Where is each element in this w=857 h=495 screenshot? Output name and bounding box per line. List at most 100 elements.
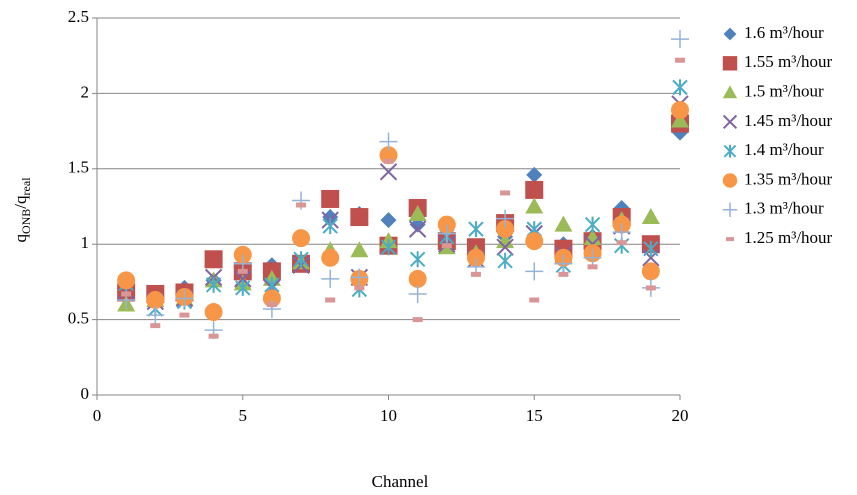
point	[525, 262, 544, 281]
point	[496, 209, 515, 228]
point	[554, 254, 573, 273]
legend-marker	[722, 202, 738, 217]
point	[175, 289, 194, 308]
legend-label: 1.3 m³/hour	[744, 199, 824, 218]
point	[645, 285, 656, 291]
point	[233, 245, 252, 264]
point	[525, 180, 544, 199]
y-axis-label: qONB/qreal	[11, 177, 33, 243]
x-tick-label: 0	[93, 406, 102, 425]
point	[296, 202, 307, 208]
point	[383, 158, 394, 164]
point	[321, 248, 340, 267]
point	[379, 132, 398, 151]
point	[671, 111, 689, 128]
point	[441, 243, 452, 249]
point	[496, 238, 514, 256]
legend-marker	[722, 56, 738, 71]
y-tick-label: 0	[81, 384, 90, 403]
legend-marker	[726, 237, 734, 242]
point	[675, 57, 685, 63]
point	[529, 297, 540, 303]
point	[554, 215, 573, 232]
point	[409, 251, 426, 268]
point	[179, 312, 190, 318]
point	[117, 271, 136, 290]
point	[408, 220, 427, 238]
point	[293, 251, 309, 268]
legend-marker	[722, 114, 738, 130]
legend-label: 1.45 m³/hour	[744, 111, 833, 130]
point	[208, 333, 219, 339]
y-tick-label: 1	[81, 233, 90, 252]
point	[150, 323, 161, 329]
legend-label: 1.35 m³/hour	[744, 169, 833, 188]
point	[466, 248, 485, 267]
point	[437, 215, 456, 234]
y-tick-label: 2.5	[68, 7, 89, 26]
point	[204, 303, 223, 322]
point	[671, 100, 689, 119]
legend-label: 1.4 m³/hour	[744, 140, 824, 159]
point	[350, 268, 369, 287]
point	[496, 232, 515, 249]
y-tick-label: 0.5	[68, 309, 89, 328]
point	[584, 216, 601, 233]
point	[408, 284, 427, 303]
point	[235, 279, 251, 296]
x-tick-label: 10	[380, 406, 397, 425]
point	[583, 248, 602, 267]
point	[497, 252, 513, 269]
point	[437, 224, 456, 243]
point	[642, 249, 660, 267]
legend-label: 1.55 m³/hour	[744, 52, 833, 71]
point	[204, 250, 223, 269]
point	[321, 189, 340, 208]
legend-label: 1.6 m³/hour	[744, 23, 824, 42]
x-tick-label: 20	[672, 406, 689, 425]
point	[380, 212, 397, 229]
point	[525, 232, 544, 251]
point	[643, 240, 659, 257]
point	[237, 268, 248, 274]
point	[616, 240, 627, 246]
point	[412, 317, 423, 323]
point	[558, 271, 569, 277]
point	[587, 264, 598, 270]
legend-marker	[723, 144, 737, 158]
point	[146, 290, 165, 309]
point	[379, 163, 398, 181]
x-tick-label: 15	[526, 406, 543, 425]
legend-label: 1.5 m³/hour	[744, 82, 824, 101]
point	[408, 269, 427, 288]
point	[526, 166, 543, 183]
point	[671, 30, 689, 49]
point	[672, 79, 688, 96]
legend-label: 1.25 m³/hour	[744, 228, 833, 247]
point	[322, 218, 338, 235]
point	[583, 229, 602, 246]
y-tick-label: 2	[81, 82, 90, 101]
point	[470, 271, 481, 277]
point	[292, 229, 311, 248]
point	[350, 208, 369, 227]
point	[146, 306, 165, 325]
point	[354, 285, 365, 291]
point	[321, 269, 340, 288]
point	[641, 262, 660, 281]
point	[350, 241, 369, 258]
x-axis-label: Channel	[372, 472, 429, 491]
point	[641, 208, 660, 225]
x-tick-label: 5	[239, 406, 248, 425]
point	[380, 239, 397, 256]
point	[325, 297, 336, 303]
point	[205, 276, 222, 293]
point	[612, 223, 631, 242]
point	[525, 197, 544, 214]
point	[266, 302, 277, 308]
point	[468, 221, 484, 238]
point	[408, 205, 427, 222]
legend-marker	[723, 27, 737, 41]
point	[500, 190, 511, 196]
